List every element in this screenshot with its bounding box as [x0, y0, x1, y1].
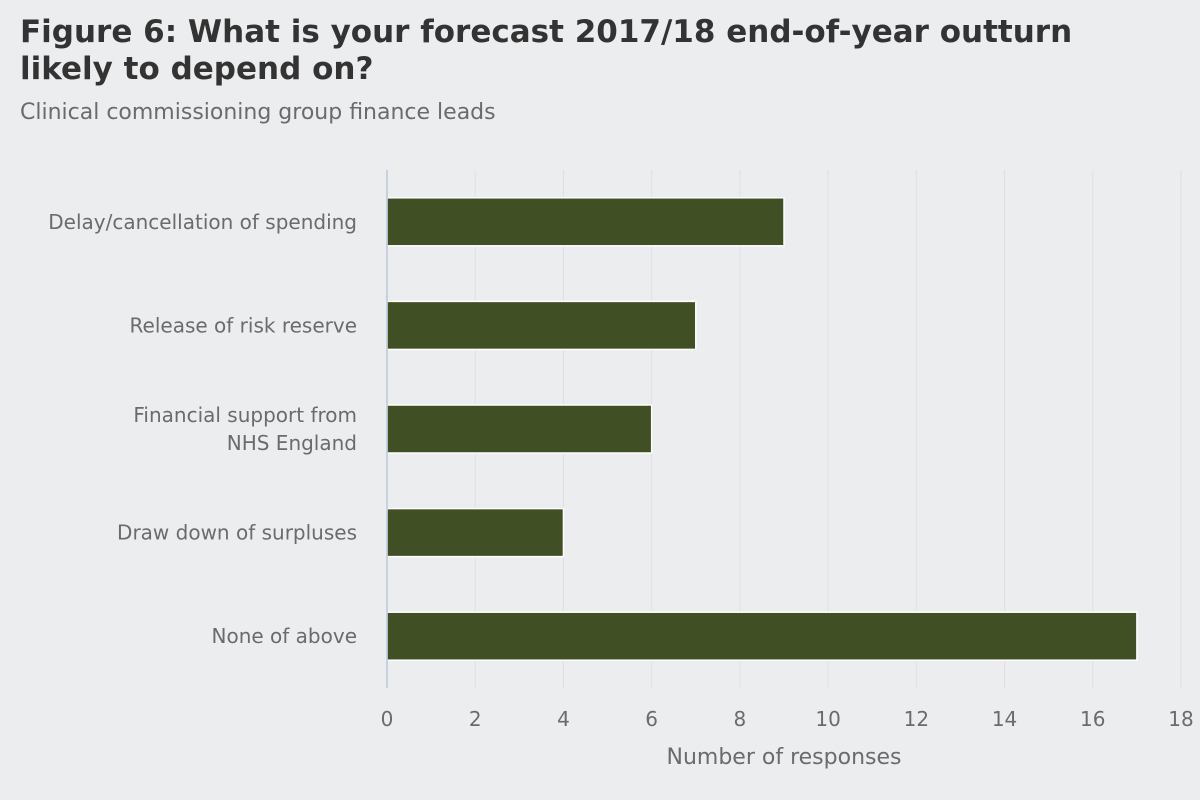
x-tick-label: 2: [469, 707, 482, 731]
bar: [386, 507, 565, 558]
bar: [386, 611, 1138, 661]
category-label: Financial support from NHS England: [133, 403, 357, 455]
category-labels: Delay/cancellation of spending Release of…: [48, 210, 357, 648]
category-label: Delay/cancellation of spending: [48, 210, 357, 234]
x-tick-label: 12: [904, 707, 929, 731]
x-tick-label: 6: [645, 707, 658, 731]
chart-title: Figure 6: What is your forecast 2017/18 …: [20, 14, 1073, 87]
category-label: Release of risk reserve: [130, 313, 357, 337]
x-tick-label: 0: [381, 707, 394, 731]
grid-lines: [474, 170, 1182, 688]
bar: [386, 300, 697, 351]
x-tick-label: 4: [557, 707, 570, 731]
chart-subtitle: Clinical commissioning group finance lea…: [20, 100, 496, 125]
bars: [386, 197, 1138, 661]
x-tick-labels: 0 2 4 6 8 10 12 14 16 18: [381, 707, 1194, 731]
x-axis-title: Number of responses: [667, 745, 902, 770]
x-tick-label: 18: [1168, 707, 1193, 731]
bar: [386, 197, 785, 247]
category-label: None of above: [212, 624, 358, 648]
bar: [386, 404, 653, 454]
x-tick-label: 16: [1080, 707, 1105, 731]
x-tick-label: 14: [992, 707, 1017, 731]
x-tick-label: 8: [734, 707, 747, 731]
x-tick-label: 10: [815, 707, 840, 731]
category-label: Draw down of surpluses: [117, 521, 357, 545]
